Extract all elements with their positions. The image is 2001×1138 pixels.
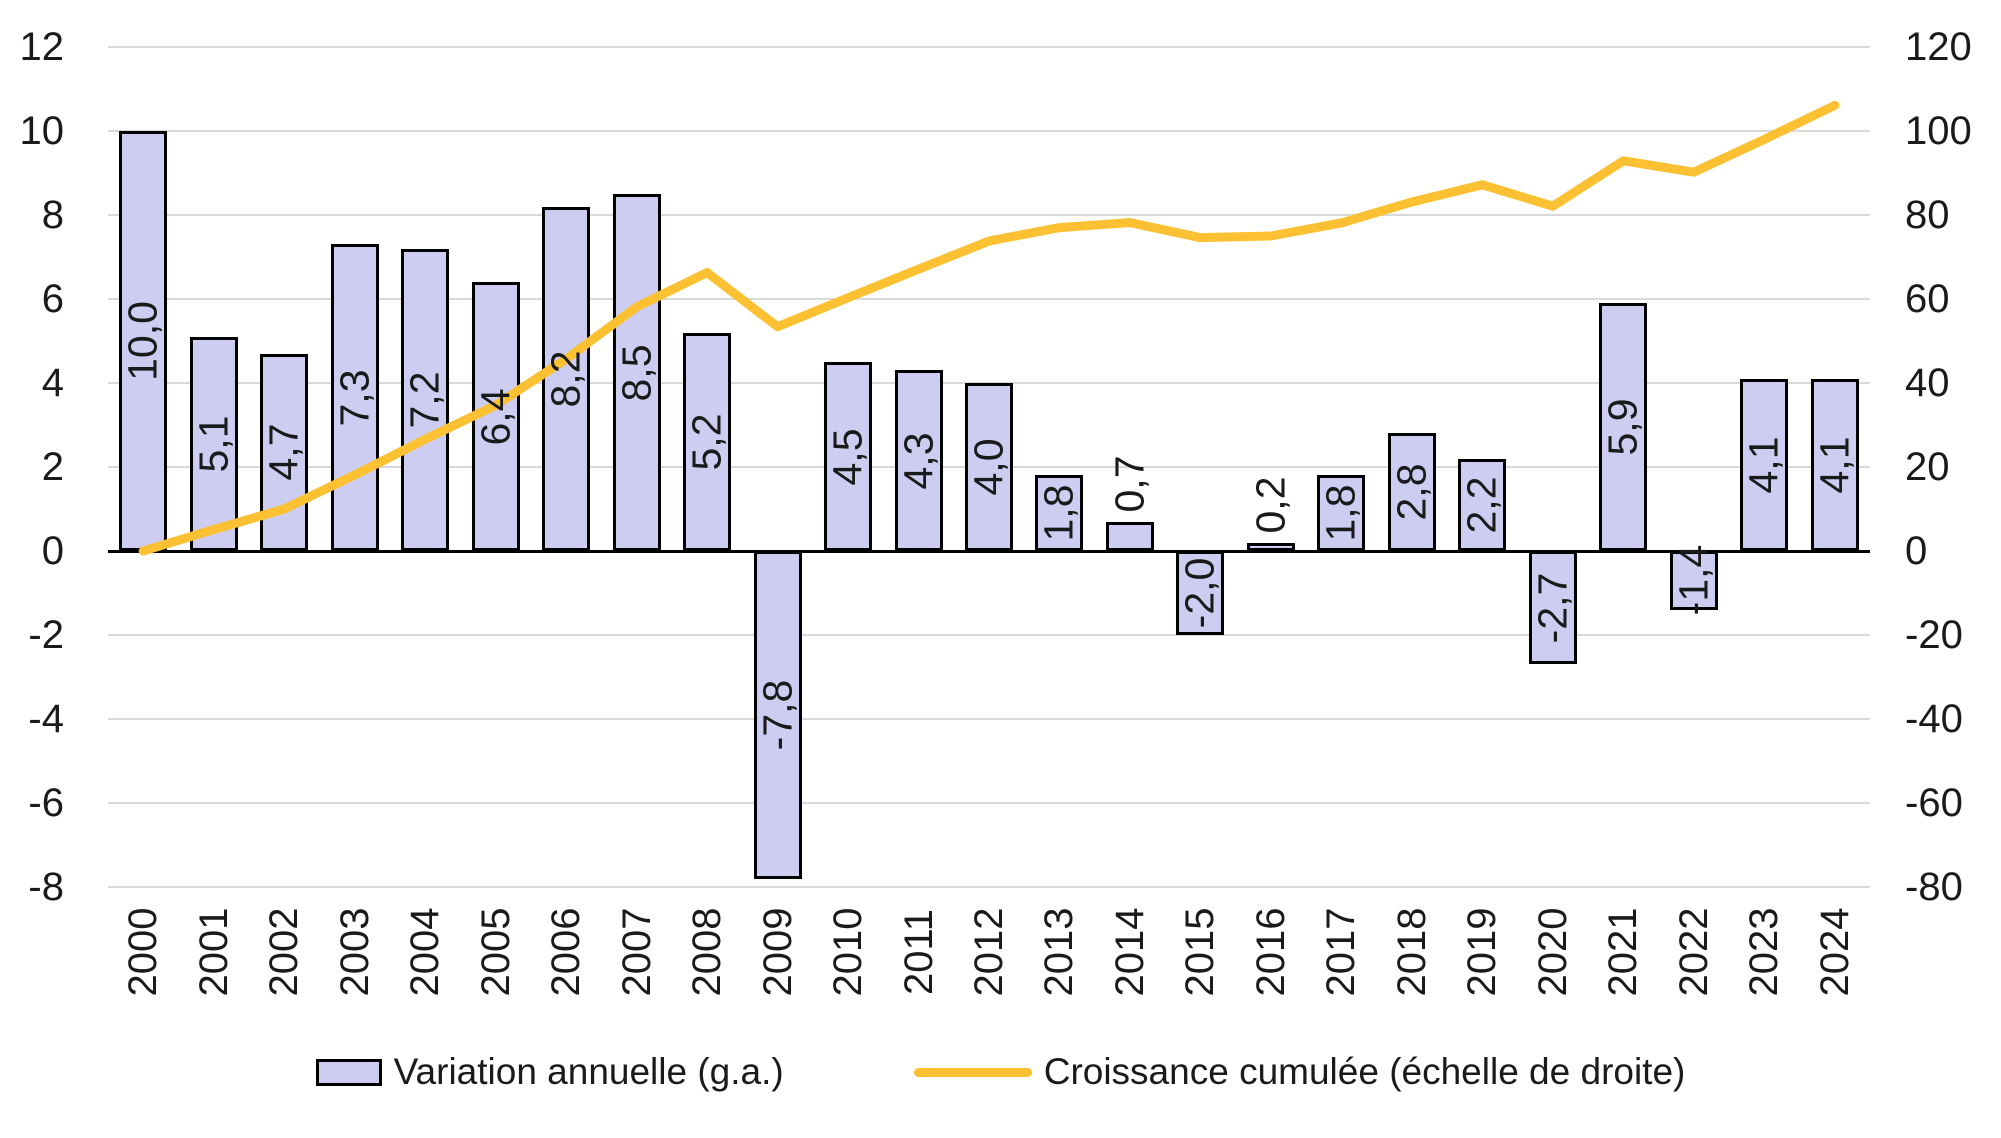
right-axis-tick--20: -20 [1905,613,1963,657]
x-axis-label-2018: 2018 [1389,907,1434,997]
x-axis-label-2015: 2015 [1178,907,1223,997]
bar-label-2022: -1,4 [1670,545,1717,616]
bar-label-2001: 5,1 [190,415,237,473]
gridline--2 [108,634,1870,636]
x-axis-label-2009: 2009 [755,907,800,997]
right-axis-tick-60: 60 [1905,277,1950,321]
bar-label-2019: 2,2 [1458,476,1505,534]
bar-label-2016: 0,2 [1247,476,1294,534]
x-axis-label-2021: 2021 [1601,907,1646,997]
bar-label-2000: 10,0 [119,301,166,381]
gridline-8 [108,214,1870,216]
x-axis-label-2023: 2023 [1742,907,1787,997]
bar-label-2007: 8,5 [613,344,660,401]
right-axis-tick-120: 120 [1905,25,1972,69]
x-axis-label-2002: 2002 [262,907,307,997]
bar-label-2005: 6,4 [472,388,519,446]
gridline--6 [108,802,1870,804]
x-axis-label-2005: 2005 [473,907,518,997]
bar-label-2023: 4,1 [1740,436,1787,494]
left-axis-tick-10: 10 [19,109,65,153]
right-axis-tick-80: 80 [1905,193,1950,237]
bar-label-2008: 5,2 [683,413,730,471]
left-axis-tick--8: -8 [28,865,64,909]
legend: Variation annuelle (g.a.) Croissance cum… [0,1044,2001,1100]
gridline--4 [108,718,1870,720]
x-axis-label-2014: 2014 [1107,907,1152,997]
bar-label-2002: 4,7 [260,423,307,481]
x-axis-label-2008: 2008 [685,907,730,997]
right-axis-tick-40: 40 [1905,361,1950,405]
gridline-12 [108,46,1870,48]
x-axis-label-2022: 2022 [1671,907,1716,997]
x-axis-label-2013: 2013 [1037,907,1082,997]
bar-series-swatch [315,1058,382,1086]
x-axis-label-2007: 2007 [614,907,659,997]
bar-2022 [1669,551,1718,610]
line-series-swatch [913,1067,1032,1077]
x-axis-label-2020: 2020 [1530,907,1575,997]
x-axis-label-2012: 2012 [967,907,1011,997]
left-axis-tick-6: 6 [41,277,64,321]
left-axis-tick-8: 8 [41,193,64,237]
x-axis-label-2019: 2019 [1460,907,1505,997]
x-axis-label-2016: 2016 [1248,907,1293,997]
x-axis-label-2000: 2000 [121,907,166,997]
bar-label-2006: 8,2 [542,350,589,408]
bar-label-2024: 4,1 [1811,436,1858,494]
legend-label-croissance-cumulee: Croissance cumulée (échelle de droite) [1043,1051,1686,1092]
bar-label-2020: -2,7 [1529,572,1576,644]
bar-2016 [1246,542,1295,551]
left-axis-tick-2: 2 [41,445,64,489]
legend-item-variation-annuelle: Variation annuelle (g.a.) [315,1051,784,1093]
x-axis-label-2003: 2003 [332,907,377,997]
bar-label-2004: 7,2 [401,371,448,429]
left-axis-tick--2: -2 [28,613,64,657]
right-axis-tick--40: -40 [1905,697,1963,741]
bar-label-2003: 7,3 [331,369,378,427]
legend-label-variation-annuelle: Variation annuelle (g.a.) [393,1051,784,1092]
gridline-10 [108,130,1870,132]
left-axis-tick-0: 0 [41,529,64,573]
right-axis-tick-100: 100 [1905,109,1972,153]
bar-label-2017: 1,8 [1317,484,1364,542]
right-axis-tick--60: -60 [1905,781,1963,825]
bar-2009 [753,551,802,879]
x-axis-label-2010: 2010 [826,907,871,997]
right-axis-tick-20: 20 [1905,445,1950,489]
bar-label-2014: 0,7 [1106,455,1153,513]
x-axis-label-2001: 2001 [191,907,236,997]
left-axis-tick--4: -4 [28,697,64,741]
left-axis-tick--6: -6 [28,781,64,825]
bar-label-2010: 4,5 [824,428,871,485]
bar-label-2021: 5,9 [1599,398,1646,456]
x-axis-label-2024: 2024 [1812,907,1857,997]
x-axis-label-2006: 2006 [544,907,589,997]
x-axis-label-2004: 2004 [403,907,448,997]
bar-label-2013: 1,8 [1035,484,1082,542]
x-axis-label-2011: 2011 [896,908,941,996]
left-axis-tick-12: 12 [19,25,65,69]
gridline--8 [108,886,1870,888]
bar-label-2018: 2,8 [1388,463,1435,521]
bar-label-2011: 4,3 [895,432,942,490]
legend-item-croissance-cumulee: Croissance cumulée (échelle de droite) [913,1051,1686,1093]
bar-label-2015: -2,0 [1176,557,1223,629]
x-axis-label-2017: 2017 [1319,907,1364,997]
left-axis-tick-4: 4 [41,361,64,405]
bar-label-2009: -7,8 [754,679,801,751]
bar-2015 [1176,551,1225,635]
right-axis-tick-0: 0 [1905,529,1928,573]
right-axis-tick--80: -80 [1905,865,1963,909]
bar-label-2012: 4,0 [965,438,1012,496]
bar-2014 [1105,521,1154,551]
